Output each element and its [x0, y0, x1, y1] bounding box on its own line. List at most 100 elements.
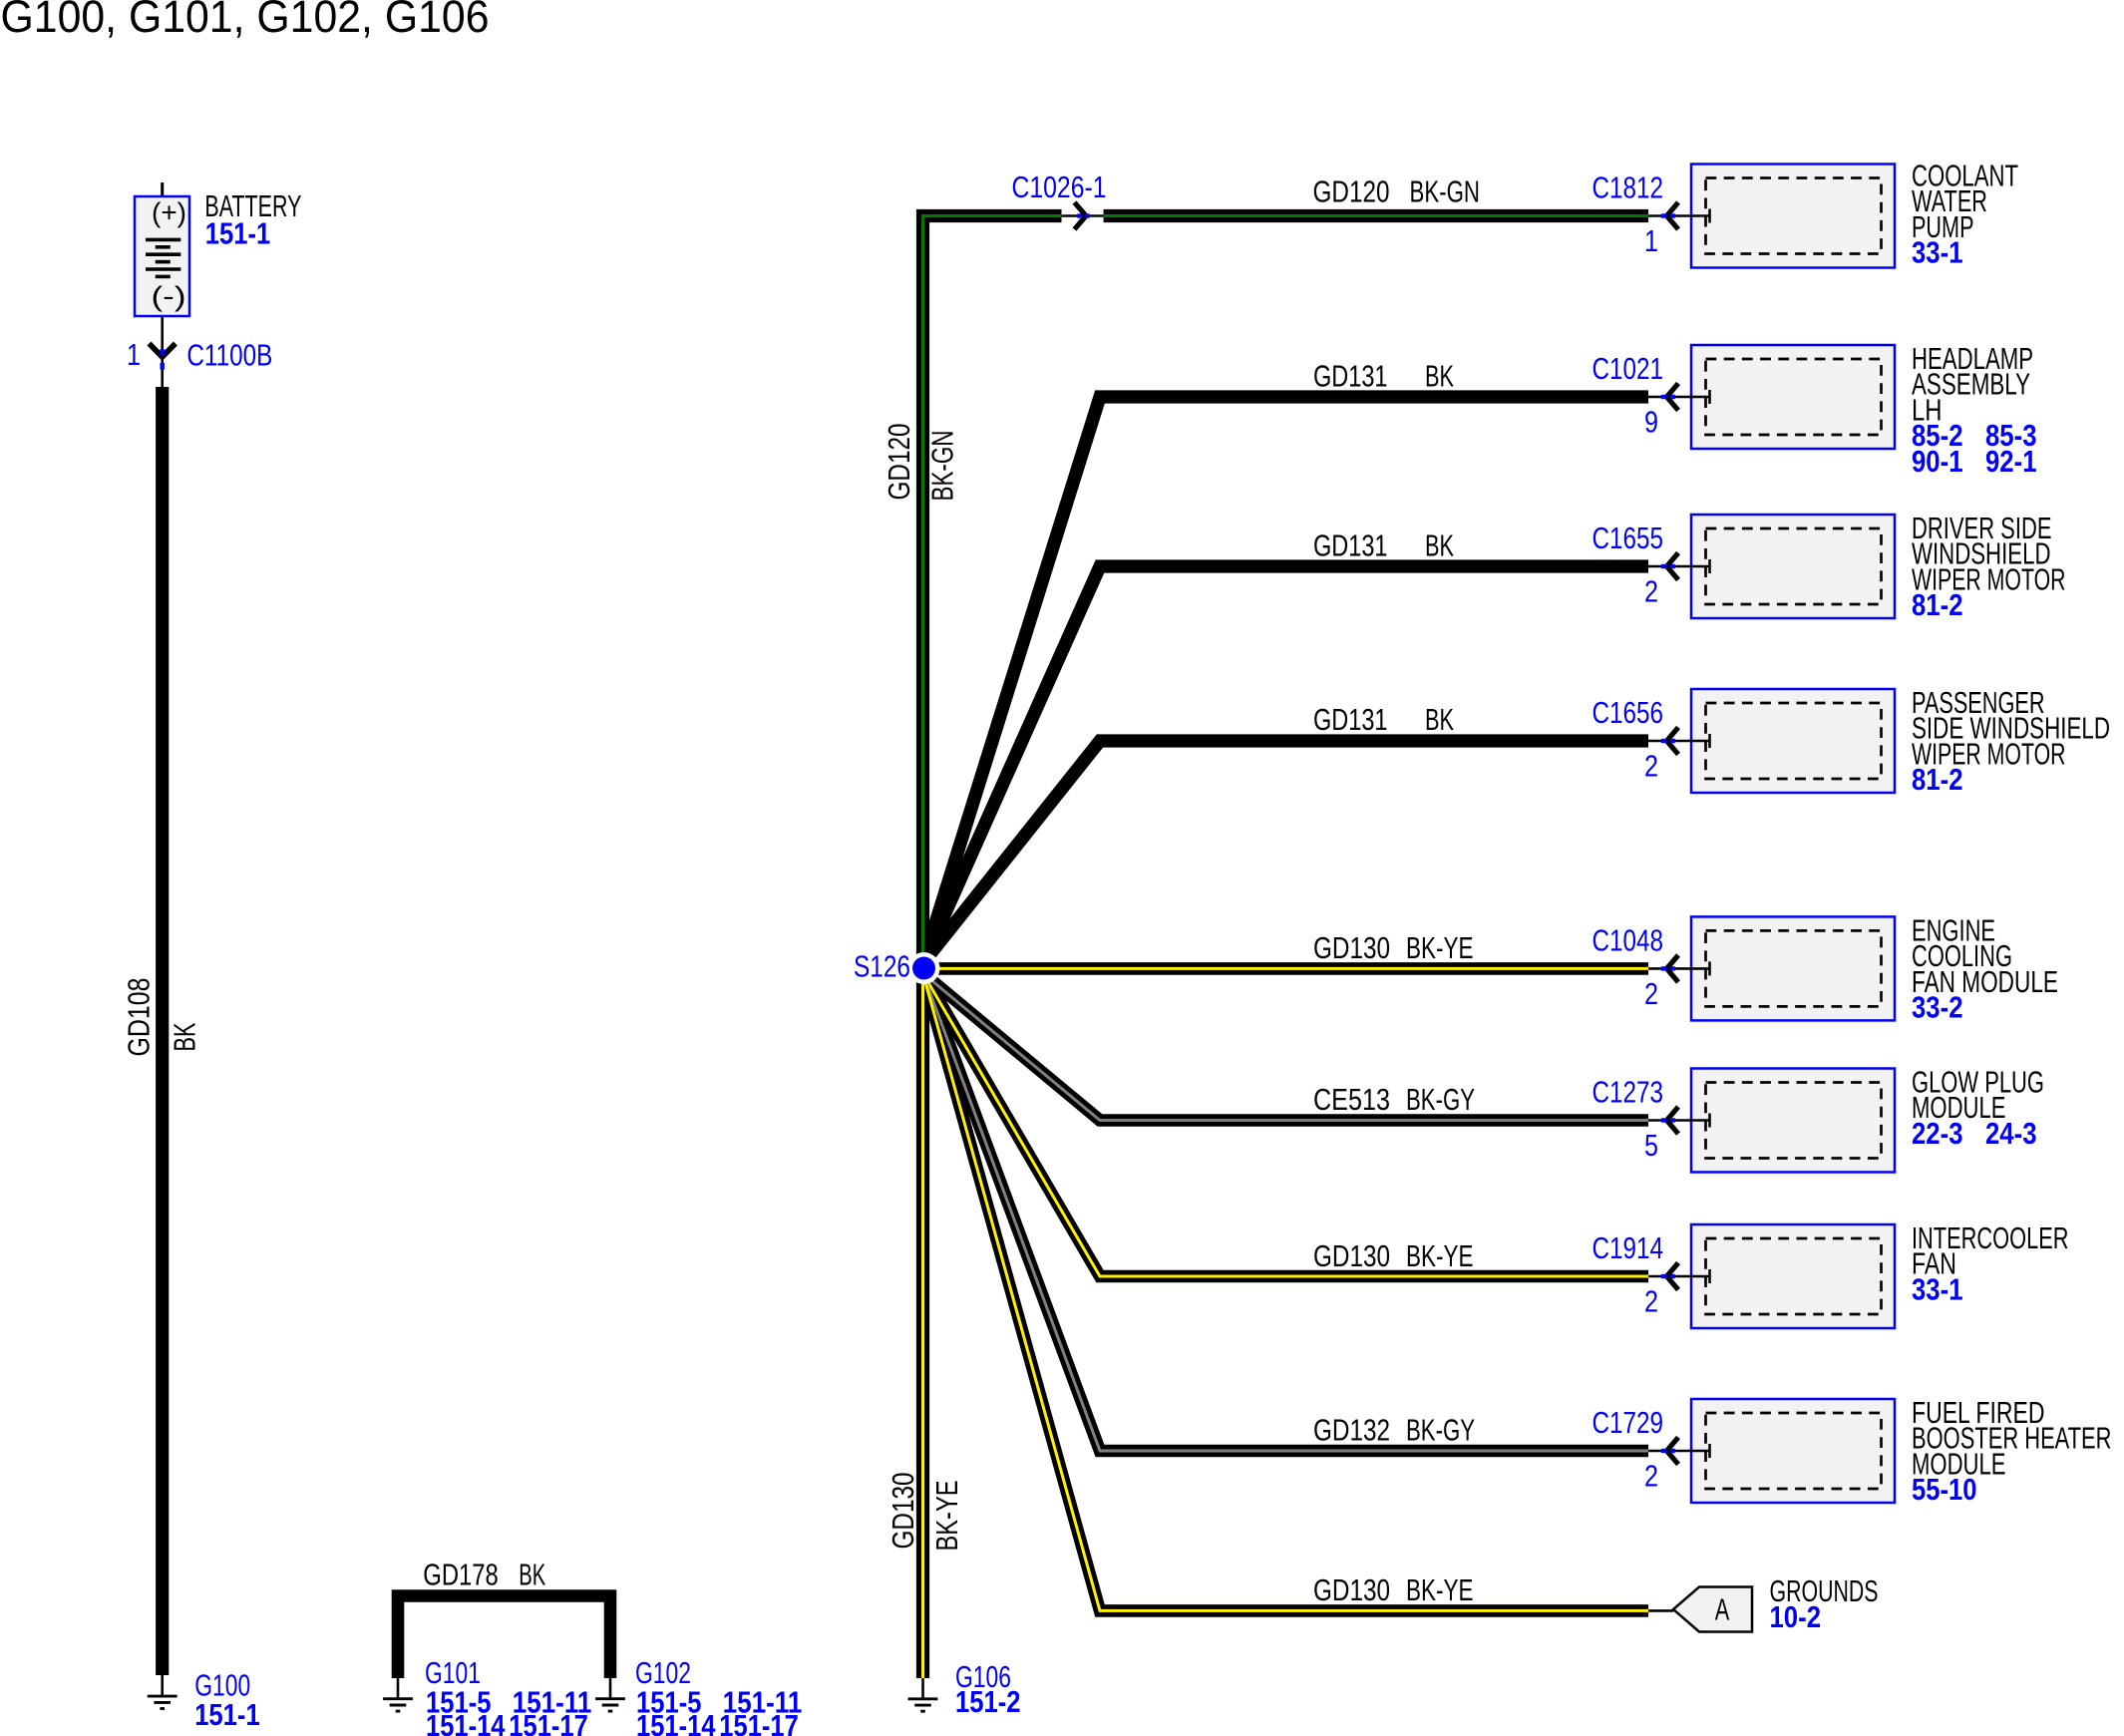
svg-text:ASSEMBLY: ASSEMBLY: [1912, 368, 2030, 402]
svg-text:151-1: 151-1: [194, 1698, 260, 1732]
svg-text:5: 5: [1644, 1129, 1658, 1163]
svg-text:GLOW PLUG: GLOW PLUG: [1912, 1066, 2044, 1100]
svg-text:SIDE WINDSHIELD: SIDE WINDSHIELD: [1912, 712, 2110, 746]
svg-text:33-1: 33-1: [1912, 1272, 1963, 1306]
svg-text:151-11: 151-11: [513, 1686, 592, 1720]
svg-text:INTERCOOLER: INTERCOOLER: [1912, 1221, 2069, 1255]
svg-text:GD108: GD108: [123, 978, 157, 1057]
svg-text:151-17: 151-17: [719, 1709, 799, 1736]
svg-text:G106: G106: [955, 1660, 1011, 1694]
svg-text:151-14: 151-14: [636, 1709, 716, 1736]
svg-text:10-2: 10-2: [1770, 1600, 1822, 1634]
svg-text:G100, G101, G102, G106: G100, G101, G102, G106: [1, 0, 490, 42]
svg-text:2: 2: [1644, 750, 1658, 784]
svg-text:33-2: 33-2: [1912, 991, 1963, 1025]
svg-text:G100: G100: [194, 1669, 250, 1703]
svg-text:BK-GY: BK-GY: [1406, 1083, 1475, 1117]
svg-text:(-): (-): [152, 281, 186, 312]
svg-text:WIPER MOTOR: WIPER MOTOR: [1912, 562, 2066, 596]
svg-text:G101: G101: [425, 1656, 481, 1690]
svg-text:BK: BK: [1425, 359, 1454, 393]
svg-text:151-17: 151-17: [509, 1709, 588, 1736]
svg-text:BATTERY: BATTERY: [204, 189, 301, 223]
svg-text:81-2: 81-2: [1912, 763, 1963, 797]
svg-text:BK-YE: BK-YE: [1406, 1239, 1474, 1273]
svg-text:C1100B: C1100B: [186, 339, 272, 373]
svg-text:24-3: 24-3: [1985, 1117, 2037, 1151]
svg-text:GD131: GD131: [1313, 528, 1388, 562]
svg-text:BK-GN: BK-GN: [926, 430, 960, 501]
svg-text:COOLANT: COOLANT: [1912, 160, 2018, 193]
svg-text:22-3: 22-3: [1912, 1117, 1963, 1151]
svg-text:151-5: 151-5: [636, 1686, 702, 1720]
svg-text:MODULE: MODULE: [1912, 1447, 2006, 1481]
svg-text:FUEL FIRED: FUEL FIRED: [1912, 1396, 2045, 1430]
svg-text:GD178: GD178: [423, 1559, 499, 1592]
svg-text:C1026-1: C1026-1: [1012, 171, 1107, 204]
svg-text:FAN MODULE: FAN MODULE: [1912, 965, 2058, 999]
svg-text:BK: BK: [1425, 703, 1454, 737]
svg-text:85-3: 85-3: [1985, 419, 2037, 453]
svg-text:151-2: 151-2: [955, 1685, 1021, 1719]
svg-text:151-1: 151-1: [205, 217, 271, 251]
svg-text:2: 2: [1644, 1285, 1658, 1319]
svg-text:FAN: FAN: [1912, 1247, 1956, 1281]
svg-text:1: 1: [127, 338, 141, 372]
svg-text:2: 2: [1644, 575, 1658, 609]
svg-text:GD120: GD120: [1313, 174, 1390, 208]
svg-text:BK-YE: BK-YE: [1406, 931, 1474, 965]
svg-text:9: 9: [1644, 406, 1658, 440]
svg-text:C1656: C1656: [1593, 696, 1664, 730]
svg-text:A: A: [1715, 1593, 1730, 1627]
svg-text:81-2: 81-2: [1912, 588, 1963, 622]
svg-text:33-1: 33-1: [1912, 236, 1963, 270]
svg-text:WIPER MOTOR: WIPER MOTOR: [1912, 737, 2066, 771]
svg-text:1: 1: [1644, 224, 1658, 258]
svg-text:55-10: 55-10: [1912, 1473, 1977, 1507]
svg-text:BK-GY: BK-GY: [1406, 1414, 1475, 1448]
svg-text:MODULE: MODULE: [1912, 1091, 2006, 1125]
svg-text:BK-YE: BK-YE: [1406, 1573, 1474, 1607]
svg-text:151-11: 151-11: [723, 1686, 803, 1720]
svg-text:HEADLAMP: HEADLAMP: [1912, 342, 2033, 376]
svg-text:WATER: WATER: [1912, 184, 1987, 218]
svg-text:CE513: CE513: [1313, 1083, 1390, 1117]
svg-text:GD130: GD130: [1313, 931, 1390, 965]
svg-text:G102: G102: [635, 1656, 691, 1690]
svg-text:151-14: 151-14: [426, 1709, 506, 1736]
svg-text:92-1: 92-1: [1985, 445, 2037, 479]
svg-text:BOOSTER HEATER: BOOSTER HEATER: [1912, 1422, 2112, 1456]
svg-text:S126: S126: [854, 949, 910, 983]
svg-text:WINDSHIELD: WINDSHIELD: [1912, 537, 2051, 571]
svg-text:GD130: GD130: [1313, 1573, 1390, 1607]
svg-text:BK: BK: [169, 1023, 202, 1052]
svg-text:C1273: C1273: [1593, 1076, 1664, 1110]
svg-text:GD131: GD131: [1313, 703, 1388, 737]
svg-text:GD132: GD132: [1313, 1414, 1390, 1448]
svg-text:C1729: C1729: [1593, 1406, 1664, 1440]
svg-text:GD130: GD130: [886, 1473, 920, 1550]
svg-text:COOLING: COOLING: [1912, 939, 2012, 973]
svg-text:BK: BK: [1425, 528, 1454, 562]
svg-text:151-5: 151-5: [426, 1686, 492, 1720]
svg-text:ENGINE: ENGINE: [1912, 913, 1995, 947]
svg-text:GD131: GD131: [1313, 359, 1388, 393]
svg-text:LH: LH: [1912, 393, 1943, 427]
svg-text:BK-GN: BK-GN: [1410, 174, 1481, 208]
svg-text:C1812: C1812: [1593, 172, 1664, 205]
svg-text:2: 2: [1644, 977, 1658, 1011]
svg-text:2: 2: [1644, 1460, 1658, 1494]
svg-text:GD120: GD120: [883, 424, 916, 501]
svg-text:BK: BK: [519, 1559, 545, 1592]
svg-text:BK-YE: BK-YE: [930, 1481, 964, 1552]
svg-text:C1021: C1021: [1593, 352, 1664, 386]
svg-text:PASSENGER: PASSENGER: [1912, 686, 2045, 720]
svg-text:C1655: C1655: [1593, 521, 1664, 555]
svg-text:C1914: C1914: [1593, 1231, 1664, 1265]
svg-text:DRIVER SIDE: DRIVER SIDE: [1912, 512, 2052, 545]
svg-text:GROUNDS: GROUNDS: [1770, 1574, 1879, 1608]
svg-text:(+): (+): [152, 197, 186, 228]
svg-text:90-1: 90-1: [1912, 445, 1963, 479]
svg-text:GD130: GD130: [1313, 1239, 1390, 1273]
svg-text:85-2: 85-2: [1912, 419, 1963, 453]
